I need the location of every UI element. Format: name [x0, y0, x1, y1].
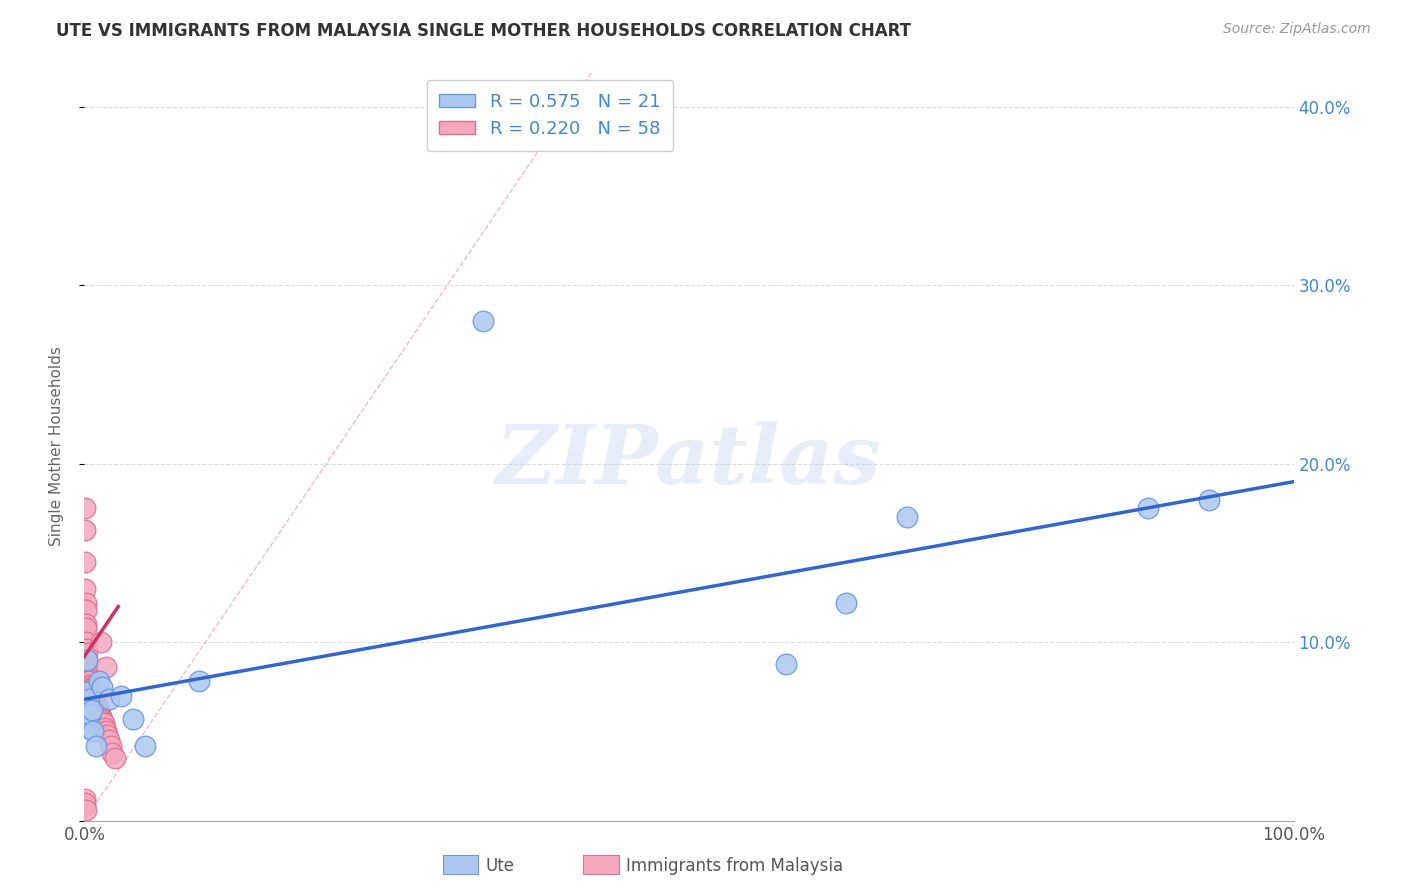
Point	[75, 555, 97, 569]
Point	[94, 721, 117, 735]
Point	[83, 692, 105, 706]
Point	[96, 728, 118, 742]
Point	[97, 692, 120, 706]
Point	[94, 724, 117, 739]
Point	[75, 603, 97, 617]
Point	[82, 724, 104, 739]
Point	[75, 596, 97, 610]
Point	[79, 706, 101, 721]
Point	[77, 721, 100, 735]
Point	[86, 703, 108, 717]
Text: Ute: Ute	[485, 857, 515, 875]
Point	[73, 799, 96, 814]
Point	[134, 739, 156, 753]
Point	[97, 733, 120, 747]
Point	[76, 665, 98, 680]
Point	[89, 708, 111, 723]
Point	[77, 678, 100, 692]
Point	[75, 621, 97, 635]
Point	[1198, 492, 1220, 507]
Point	[82, 690, 104, 705]
Point	[79, 685, 101, 699]
Point	[86, 699, 108, 714]
Point	[91, 680, 114, 694]
Point	[472, 314, 495, 328]
Point	[90, 710, 112, 724]
Point	[77, 671, 100, 685]
Point	[84, 696, 107, 710]
Point	[775, 657, 797, 671]
Point	[86, 739, 108, 753]
Point	[87, 705, 110, 719]
Point	[121, 712, 143, 726]
Point	[79, 683, 101, 698]
Y-axis label: Single Mother Households: Single Mother Households	[49, 346, 63, 546]
Point	[80, 703, 103, 717]
Point	[104, 751, 127, 765]
Text: UTE VS IMMIGRANTS FROM MALAYSIA SINGLE MOTHER HOUSEHOLDS CORRELATION CHART: UTE VS IMMIGRANTS FROM MALAYSIA SINGLE M…	[56, 22, 911, 40]
Point	[80, 685, 103, 699]
Point	[77, 667, 100, 681]
Point	[91, 714, 114, 728]
Point	[87, 674, 110, 689]
Point	[89, 706, 111, 721]
Point	[896, 510, 918, 524]
Point	[83, 694, 105, 708]
Point	[76, 660, 98, 674]
Point	[835, 596, 858, 610]
Point	[73, 523, 96, 537]
Point	[188, 674, 211, 689]
Point	[93, 715, 115, 730]
Point	[76, 646, 98, 660]
Point	[86, 701, 108, 715]
Point	[75, 582, 97, 596]
Point	[73, 501, 96, 516]
Point	[1137, 501, 1160, 516]
Point	[80, 687, 103, 701]
Point	[100, 739, 122, 753]
Point	[76, 653, 98, 667]
Point	[77, 681, 100, 696]
Text: Source: ZipAtlas.com: Source: ZipAtlas.com	[1223, 22, 1371, 37]
Point	[101, 746, 124, 760]
Point	[75, 803, 97, 817]
Point	[75, 796, 97, 810]
Point	[77, 680, 100, 694]
Point	[91, 712, 114, 726]
Point	[82, 689, 104, 703]
Legend: R = 0.575   N = 21, R = 0.220   N = 58: R = 0.575 N = 21, R = 0.220 N = 58	[426, 80, 673, 151]
Point	[86, 698, 108, 712]
Point	[94, 660, 117, 674]
Point	[75, 685, 97, 699]
Point	[75, 617, 97, 632]
Point	[110, 689, 132, 703]
Text: Immigrants from Malaysia: Immigrants from Malaysia	[626, 857, 842, 875]
Point	[77, 674, 100, 689]
Point	[73, 792, 96, 806]
Point	[76, 662, 98, 676]
Text: ZIPatlas: ZIPatlas	[496, 421, 882, 501]
Point	[77, 673, 100, 687]
Point	[90, 635, 112, 649]
Point	[75, 642, 97, 657]
Point	[75, 635, 97, 649]
Point	[80, 689, 103, 703]
Point	[79, 681, 101, 696]
Point	[76, 653, 98, 667]
Point	[77, 674, 100, 689]
Point	[77, 692, 100, 706]
